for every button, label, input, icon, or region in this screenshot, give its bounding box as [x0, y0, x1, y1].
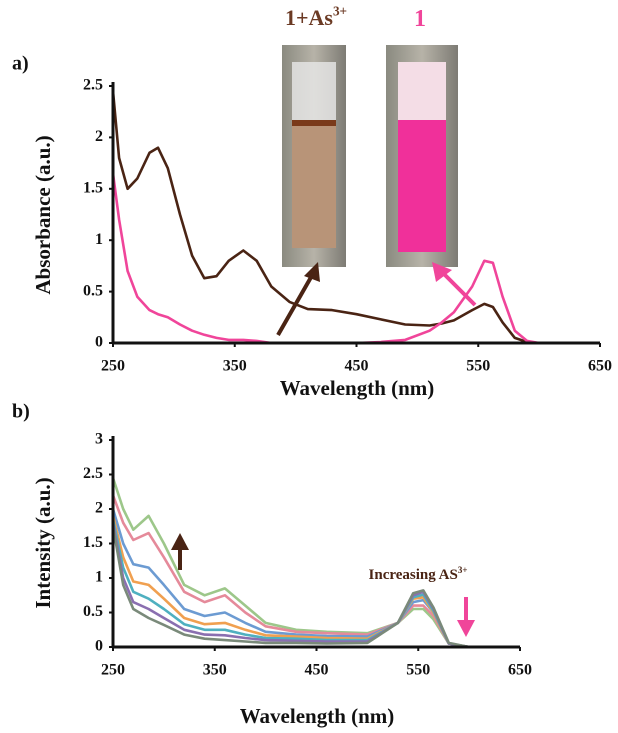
x-tick-label: 350 [203, 662, 227, 679]
x-tick-label: 650 [588, 358, 612, 375]
y-tick-label: 1 [95, 231, 103, 248]
series-line [111, 515, 470, 649]
annotation: Increasing AS3+ [369, 565, 468, 584]
y-tick-label: 2 [95, 128, 103, 145]
y-axis-label: Absorbance (a.u.) [31, 135, 55, 294]
annotation: 1 [414, 6, 426, 32]
arrow [171, 262, 477, 637]
x-tick-label: 350 [223, 358, 247, 375]
annotation-text: Increasing AS [369, 567, 458, 583]
cuvette-photo-1 [282, 45, 346, 267]
x-tick-label: 550 [466, 358, 490, 375]
series-line [111, 90, 600, 345]
series-line [111, 477, 470, 649]
y-tick-label: 2.5 [83, 465, 103, 482]
y-tick-label: 0.5 [83, 603, 103, 620]
annotation-superscript: 3+ [333, 3, 347, 18]
y-tick-label: 0 [95, 638, 103, 655]
series-line [111, 519, 470, 649]
y-axis-label: Intensity (a.u.) [31, 477, 55, 608]
annotation-text: 1 [414, 6, 426, 32]
x-tick-label: 650 [508, 662, 532, 679]
y-tick-label: 2.5 [83, 77, 103, 94]
x-tick-label: 550 [406, 662, 430, 679]
series-line [111, 173, 600, 345]
y-tick-label: 1.5 [83, 179, 103, 196]
y-tick-label: 2 [95, 500, 103, 517]
y-tick-label: 1 [95, 569, 103, 586]
x-tick-label: 250 [101, 358, 125, 375]
y-tick-label: 0 [95, 334, 103, 351]
y-tick-label: 0.5 [83, 282, 103, 299]
y-tick-label: 3 [95, 431, 103, 448]
panel-label: a) [12, 53, 29, 75]
panel-label: b) [12, 401, 30, 423]
annotation-superscript: 3+ [458, 565, 468, 575]
series-line [111, 494, 470, 649]
y-tick-label: 1.5 [83, 534, 103, 551]
annotation: 1+As3+ [285, 3, 347, 30]
x-tick-label: 450 [305, 662, 329, 679]
x-tick-label: 250 [101, 662, 125, 679]
x-tick-label: 450 [345, 358, 369, 375]
series-line [111, 526, 470, 649]
cuvette-photo-2 [386, 45, 458, 267]
x-axis-label: Wavelength (nm) [280, 376, 435, 400]
series-line [111, 508, 470, 649]
x-axis-label: Wavelength (nm) [240, 704, 395, 728]
annotation-text: 1+As [285, 5, 333, 30]
